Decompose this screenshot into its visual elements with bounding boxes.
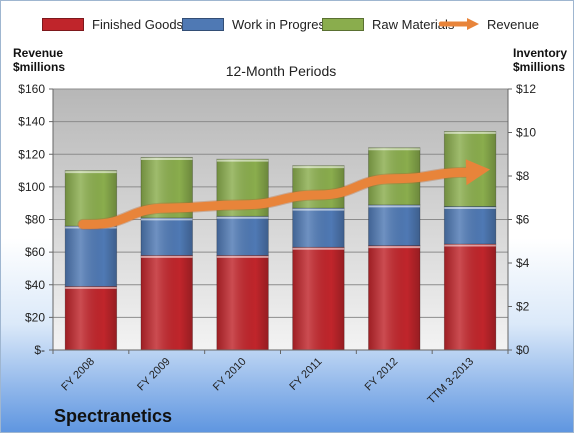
legend-arrow-icon: [439, 17, 481, 31]
legend-revenue: Revenue: [439, 14, 539, 34]
y-right-tick-label: $8: [516, 169, 530, 183]
bar-shade: [65, 286, 117, 350]
y-right-tick-label: $12: [516, 82, 536, 96]
y-left-tick-label: $80: [25, 213, 45, 227]
bar-shade: [293, 166, 345, 208]
legend-swatch-finished-goods: [42, 18, 84, 31]
legend-raw-materials: Raw Materials: [322, 14, 454, 34]
legend-work-in-progress: Work in Progress: [182, 14, 331, 34]
bar-shade: [293, 247, 345, 350]
y-left-title: Revenue $millions: [13, 46, 65, 74]
bar-shade: [141, 255, 193, 350]
legend-label-revenue: Revenue: [487, 17, 539, 32]
bar-shade: [65, 226, 117, 286]
bar-shade: [217, 255, 269, 350]
y-right-tick-label: $10: [516, 126, 536, 140]
y-left-tick-label: $40: [25, 278, 45, 292]
legend-label-work-in-progress: Work in Progress: [232, 17, 331, 32]
legend-label-finished-goods: Finished Goods: [92, 17, 183, 32]
bar-shade: [444, 244, 496, 350]
x-tick-label: FY 2009: [135, 356, 173, 394]
y-left-tick-label: $100: [18, 180, 45, 194]
y-left-tick-label: $20: [25, 310, 45, 324]
x-tick-label: FY 2012: [363, 356, 401, 394]
bar-shade: [368, 205, 420, 246]
y-left-tick-label: $120: [18, 147, 45, 161]
bar-shade: [368, 246, 420, 350]
y-right-tick-label: $0: [516, 343, 530, 357]
y-left-title-line1: Revenue: [13, 46, 65, 60]
x-tick-label: TTM 3-2013: [425, 356, 476, 407]
bar-shade: [217, 216, 269, 255]
x-tick-label: FY 2011: [287, 356, 324, 393]
y-left-tick-label: $160: [18, 82, 45, 96]
company-name: Spectranetics: [54, 406, 172, 427]
chart-title: 12-Month Periods: [191, 63, 371, 79]
y-right-tick-label: $4: [516, 256, 530, 270]
y-left-title-line2: $millions: [13, 60, 65, 74]
y-right-tick-label: $6: [516, 213, 530, 227]
y-left-tick-label: $140: [18, 115, 45, 129]
y-left-tick-label: $60: [25, 245, 45, 259]
y-right-tick-label: $2: [516, 300, 530, 314]
bar-shade: [141, 218, 193, 256]
legend-swatch-raw-materials: [322, 18, 364, 31]
y-right-title-line1: Inventory: [513, 46, 567, 60]
x-tick-label: FY 2010: [211, 356, 249, 394]
y-left-tick-label: $-: [34, 343, 45, 357]
bar-shade: [444, 206, 496, 244]
bar-shade: [293, 208, 345, 247]
y-right-title: Inventory $millions: [513, 46, 567, 74]
legend-finished-goods: Finished Goods: [42, 14, 183, 34]
x-tick-label: FY 2008: [59, 356, 97, 394]
legend-swatch-work-in-progress: [182, 18, 224, 31]
y-right-title-line2: $millions: [513, 60, 567, 74]
